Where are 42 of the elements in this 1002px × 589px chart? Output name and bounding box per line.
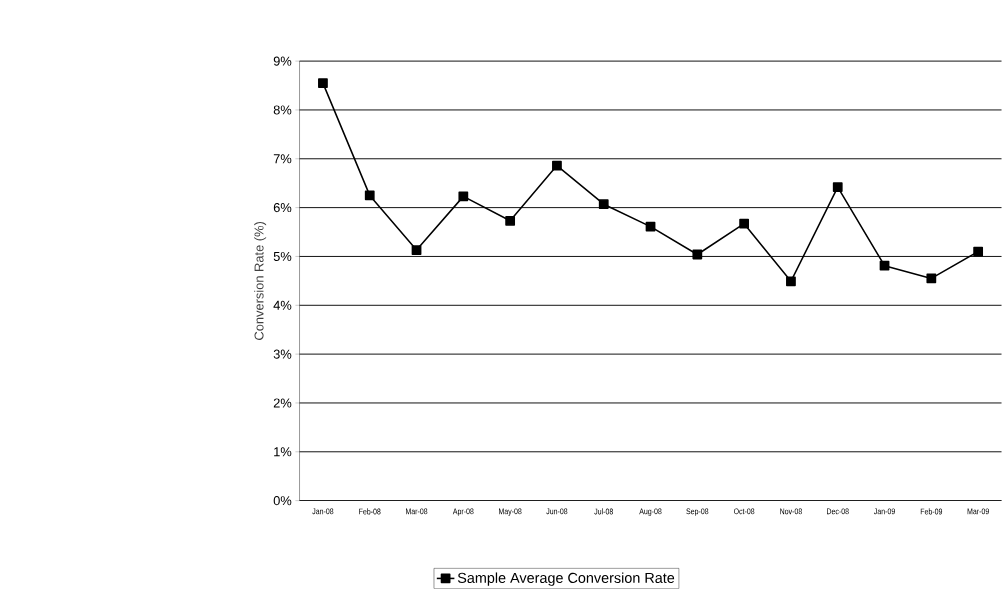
point — [364, 190, 375, 201]
point — [786, 276, 796, 287]
y-axis-title: Conversion Rate (%) — [254, 222, 267, 341]
y-tick-label: 1% — [274, 447, 292, 457]
x-tick-label: Jun-08 — [546, 508, 568, 515]
y-tick-label: 0% — [273, 496, 292, 506]
x-tick-label: Feb-08 — [359, 508, 381, 515]
y-tick-label: 9% — [273, 56, 292, 66]
x-tick-label: Dec-08 — [827, 508, 849, 515]
y-tick-label: 5% — [273, 252, 292, 262]
point — [318, 78, 328, 89]
x-tick-label: Jan-08 — [312, 508, 334, 515]
point — [739, 218, 750, 229]
point — [458, 191, 469, 202]
x-tick-label: Apr-08 — [452, 508, 474, 516]
y-tick-label: 2% — [273, 398, 292, 408]
y-tick-label: 3% — [273, 349, 292, 359]
x-tick-label: Feb-09 — [920, 508, 943, 515]
point — [692, 249, 703, 260]
point — [552, 160, 562, 171]
point — [832, 182, 843, 193]
x-tick-label: Jan-09 — [873, 508, 895, 515]
x-tick-label: Jul-08 — [594, 508, 613, 515]
x-tick-label: Nov-08 — [780, 508, 802, 515]
y-tick-label: 8% — [273, 105, 292, 115]
point — [598, 199, 609, 210]
point — [505, 216, 516, 226]
point — [879, 260, 890, 271]
y-tick-label: 4% — [273, 300, 292, 310]
y-tick-label: 7% — [273, 154, 292, 164]
point — [645, 221, 656, 232]
x-tick-label: Mar-09 — [967, 508, 989, 515]
point — [973, 246, 984, 257]
y-tick-label: 6% — [273, 203, 292, 213]
x-tick-label: Mar-08 — [406, 508, 428, 515]
x-tick-label: Aug-08 — [639, 508, 662, 516]
point — [411, 245, 422, 256]
x-tick-label: Sep-08 — [686, 508, 709, 516]
x-tick-label: Oct-08 — [733, 508, 755, 515]
legend-label: Sample Average Conversion Rate — [457, 572, 675, 586]
point — [926, 273, 937, 284]
x-tick-label: May-08 — [499, 508, 522, 516]
